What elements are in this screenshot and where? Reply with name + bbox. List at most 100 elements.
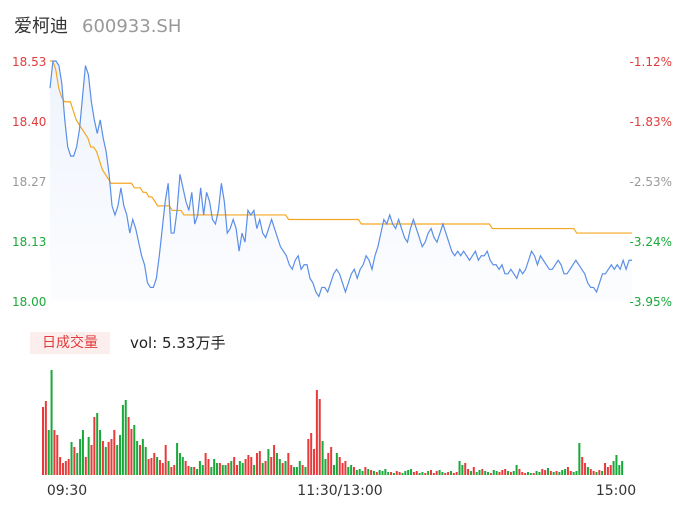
stock-code: 600933.SH (82, 16, 182, 37)
volume-bar (524, 473, 527, 475)
volume-bar (378, 470, 381, 475)
volume-bar (196, 469, 199, 475)
volume-bar (475, 472, 478, 475)
volume-bar (407, 470, 410, 475)
volume-bar (281, 463, 284, 475)
volume-bar (141, 439, 144, 475)
volume-bar (438, 470, 441, 475)
volume-bar (187, 466, 190, 475)
volume-bar (461, 465, 464, 475)
volume-bar (167, 461, 170, 475)
volume-bar (432, 473, 435, 475)
volume-bar (364, 467, 367, 475)
volume-bar (170, 467, 173, 475)
volume-bar (355, 470, 358, 475)
volume-bar (430, 470, 432, 475)
volume-bar (264, 461, 267, 475)
volume-bar (79, 439, 82, 475)
volume-bar (318, 399, 321, 475)
volume-bar (178, 453, 181, 475)
volume-bar (181, 457, 184, 475)
volume-bar (253, 465, 256, 475)
volume-bar (139, 445, 141, 475)
volume-bar (275, 453, 278, 475)
volume-bar (250, 457, 253, 475)
volume-bar (487, 472, 490, 475)
price-chart: 18.53 18.40 18.27 18.13 18.00 -1.12% -1.… (12, 55, 672, 309)
volume-bar (532, 473, 535, 475)
volume-bar (121, 405, 124, 475)
time-axis: 09:30 11:30/13:00 15:00 (47, 483, 636, 499)
volume-bar (404, 471, 407, 475)
volume-bar (455, 472, 458, 475)
volume-bar (384, 469, 387, 475)
volume-bar (390, 472, 393, 475)
volume-bar (347, 467, 350, 475)
volume-bar (124, 400, 127, 475)
volume-bar (370, 470, 373, 475)
price-axis: 18.53 18.40 18.27 18.13 18.00 -1.12% -1.… (12, 55, 672, 309)
volume-bar (529, 473, 532, 475)
volume-bar (198, 461, 201, 475)
volume-bar (298, 461, 301, 475)
volume-bar (56, 435, 59, 475)
volume-bar (99, 430, 102, 475)
volume-bar (136, 441, 139, 475)
volume-bar (447, 472, 450, 475)
volume-bar (284, 461, 287, 475)
volume-bar (307, 439, 310, 475)
volume-tag: 日成交量 (30, 332, 110, 354)
volume-bar (604, 463, 607, 475)
volume-bar (273, 445, 276, 475)
volume-bar (578, 443, 581, 475)
volume-bar (418, 473, 421, 475)
volume-bar (509, 472, 512, 475)
volume-bar (293, 467, 296, 475)
volume-bar (341, 463, 344, 475)
volume-bar (227, 463, 230, 475)
volume-bar (230, 461, 233, 475)
volume-bar (515, 465, 518, 475)
volume-bar (70, 442, 73, 475)
volume-bar (207, 459, 210, 475)
volume-bar (333, 465, 335, 475)
volume-bar (410, 469, 413, 475)
volume-bar (304, 467, 307, 475)
y-tick-right: -2.53% (630, 175, 672, 189)
volume-bar (310, 433, 313, 475)
y-tick-right: -1.12% (630, 55, 672, 69)
volume-bar (424, 473, 427, 475)
volume-bar (350, 465, 353, 475)
volume-bar (469, 471, 472, 475)
volume-bar (441, 472, 444, 475)
volume-bar (549, 471, 552, 475)
y-tick-left: 18.27 (12, 175, 46, 189)
volume-bar (621, 461, 624, 475)
volume-bar (467, 469, 470, 475)
volume-bar (44, 401, 47, 475)
volume-bar (538, 472, 541, 475)
volume-bar (81, 430, 84, 475)
volume-bar (575, 471, 578, 475)
volume-bar (372, 471, 375, 475)
volume-bar (87, 437, 90, 475)
volume-bar (606, 467, 609, 475)
volume-bar (130, 429, 133, 475)
volume-bar (435, 471, 438, 475)
volume-bar (267, 449, 270, 475)
volume-bar (335, 453, 338, 475)
volume-bar (535, 471, 538, 475)
volume-bar (504, 469, 507, 475)
x-tick: 09:30 (47, 483, 87, 499)
volume-bar (255, 453, 258, 475)
volume-bar (107, 442, 110, 475)
volume-bar (472, 467, 475, 475)
volume-bar (546, 468, 549, 475)
volume-bar (507, 471, 510, 475)
volume-label: vol: 5.33万手 (130, 334, 226, 352)
volume-bar (204, 453, 207, 475)
volume-bar (301, 465, 304, 475)
volume-bar (50, 370, 53, 475)
volume-bar (321, 441, 324, 475)
volume-bar (61, 463, 64, 475)
